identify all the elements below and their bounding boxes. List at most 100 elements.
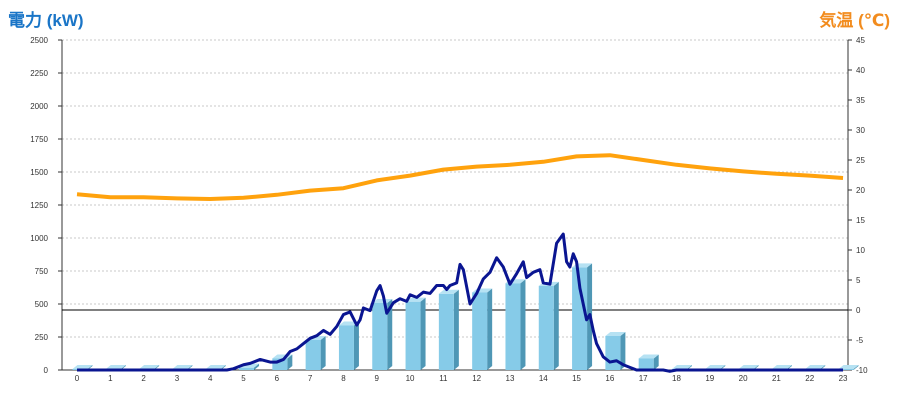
x-tick-label: 16 xyxy=(605,374,614,383)
x-tick-label: 20 xyxy=(739,374,748,383)
bar-front xyxy=(372,303,388,370)
bar-side xyxy=(453,289,459,370)
bar-top xyxy=(205,365,226,369)
power-line xyxy=(77,232,844,373)
bar-top xyxy=(405,297,426,302)
bar-top xyxy=(671,365,692,369)
left-tick-label: 2000 xyxy=(30,102,48,111)
bar xyxy=(472,288,493,370)
x-tick-label: 18 xyxy=(672,374,681,383)
x-tick-label: 5 xyxy=(241,374,246,383)
bar-front xyxy=(472,292,488,370)
bar-front xyxy=(505,283,521,370)
bar-front xyxy=(305,339,321,370)
x-tick-label: 14 xyxy=(539,374,548,383)
bar xyxy=(438,289,459,370)
bar xyxy=(538,281,559,370)
x-tick-label: 15 xyxy=(572,374,581,383)
bar xyxy=(638,354,659,370)
right-tick-label: -10 xyxy=(856,366,868,375)
right-tick-label: 40 xyxy=(856,66,865,75)
bar-top xyxy=(771,365,792,369)
x-tick-label: 10 xyxy=(406,374,415,383)
bar-top xyxy=(72,365,93,369)
bar-side xyxy=(320,335,326,370)
bar-top xyxy=(638,354,659,359)
temperature-line xyxy=(76,153,844,201)
bar-side xyxy=(353,321,359,370)
bar-front xyxy=(605,336,621,370)
bar-front xyxy=(638,358,654,370)
right-tick-label: 45 xyxy=(856,36,865,45)
x-tick-label: 12 xyxy=(472,374,481,383)
left-tick-label: 750 xyxy=(35,267,49,276)
bar-side xyxy=(620,332,626,370)
x-tick-label: 8 xyxy=(341,374,346,383)
bar-top xyxy=(438,289,459,294)
x-tick-label: 22 xyxy=(805,374,814,383)
bar-top xyxy=(172,365,193,369)
right-tick-label: 35 xyxy=(856,96,865,105)
bar-front xyxy=(572,267,588,370)
x-tick-label: 11 xyxy=(439,374,448,383)
x-tick-label: 23 xyxy=(839,374,848,383)
right-tick-label: 15 xyxy=(856,216,865,225)
x-tick-label: 4 xyxy=(208,374,213,383)
bar xyxy=(405,297,426,370)
bar xyxy=(838,365,859,370)
x-tick-label: 3 xyxy=(175,374,180,383)
bar-front xyxy=(838,369,854,370)
x-tick-label: 13 xyxy=(506,374,515,383)
x-tick-label: 0 xyxy=(75,374,80,383)
left-tick-label: 1250 xyxy=(30,201,48,210)
bar-side xyxy=(487,288,493,370)
bar-side xyxy=(287,354,293,370)
x-tick-label: 1 xyxy=(108,374,113,383)
bar-top xyxy=(738,365,759,369)
bar-front xyxy=(239,367,255,370)
x-tick-label: 9 xyxy=(375,374,380,383)
left-tick-label: 250 xyxy=(35,333,49,342)
bar-top xyxy=(605,332,626,336)
right-tick-label: 20 xyxy=(856,186,865,195)
bar-top xyxy=(838,365,859,369)
left-tick-label: 2250 xyxy=(30,69,48,78)
bar-top xyxy=(805,365,826,369)
bar xyxy=(372,299,393,370)
x-tick-label: 2 xyxy=(141,374,146,383)
bar-front xyxy=(538,285,554,370)
bar-top xyxy=(139,365,160,369)
x-tick-label: 19 xyxy=(705,374,714,383)
right-tick-label: 25 xyxy=(856,156,865,165)
bar xyxy=(338,321,359,370)
left-axis-title: 電力 (kW) xyxy=(8,11,84,30)
x-tick-label: 21 xyxy=(772,374,781,383)
left-tick-label: 1000 xyxy=(30,234,48,243)
left-tick-label: 500 xyxy=(35,300,49,309)
right-tick-label: 30 xyxy=(856,126,865,135)
x-tick-label: 7 xyxy=(308,374,313,383)
bar-front xyxy=(272,358,288,370)
bar-top xyxy=(705,365,726,369)
bar-front xyxy=(438,293,454,370)
bar-side xyxy=(387,299,393,370)
bar-side xyxy=(520,279,526,370)
bar-top xyxy=(372,299,393,303)
bar-side xyxy=(653,354,659,370)
right-axis-title: 気温 (℃) xyxy=(819,11,890,30)
left-tick-label: 2500 xyxy=(30,36,48,45)
right-tick-label: 5 xyxy=(856,276,861,285)
bar-side xyxy=(420,297,426,370)
x-tick-label: 17 xyxy=(639,374,648,383)
left-tick-label: 1750 xyxy=(30,135,48,144)
bar xyxy=(505,279,526,370)
left-tick-label: 0 xyxy=(44,366,49,375)
bar-side xyxy=(254,363,260,370)
bar-top xyxy=(105,365,126,369)
right-tick-label: 0 xyxy=(856,306,861,315)
bar-front xyxy=(338,325,354,370)
bar-front xyxy=(405,301,421,370)
right-tick-label: 10 xyxy=(856,246,865,255)
right-tick-label: -5 xyxy=(856,336,864,345)
